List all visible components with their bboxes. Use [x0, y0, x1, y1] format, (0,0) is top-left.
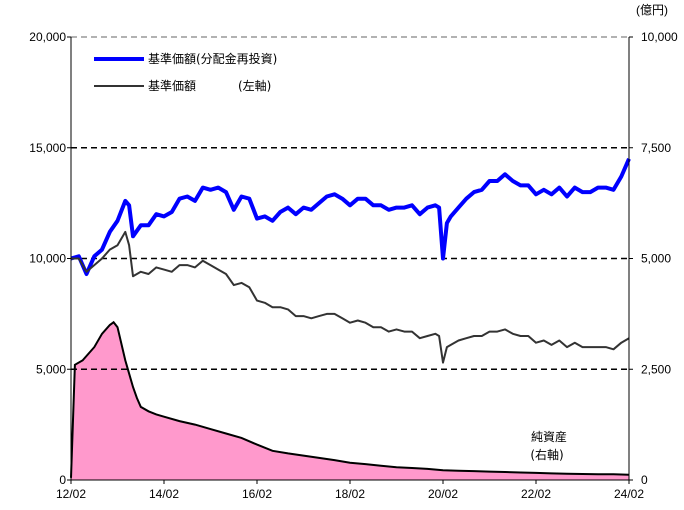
- nav-line: [71, 230, 630, 364]
- x-tick-label: 20/02: [428, 487, 458, 501]
- y-left-tick-label: 20,000: [29, 30, 66, 44]
- y-left-tick-label: 5,000: [36, 362, 66, 376]
- right-axis-unit-label: (億円): [636, 3, 668, 17]
- net-assets-label: 純資産: [531, 429, 567, 444]
- x-tick-label: 12/02: [56, 487, 86, 501]
- x-tick-label: 16/02: [242, 487, 272, 501]
- x-tick-label: 18/02: [335, 487, 365, 501]
- net-assets-axis-label: (右軸): [530, 447, 563, 462]
- line-layer: [70, 158, 631, 364]
- axis-layer: 0 5,000 10,000 15,000 20,000 0 2,500 5,000 7,500…: [29, 30, 678, 501]
- y-left-tick-label: 10,000: [29, 252, 66, 266]
- net-assets-area-layer: [70, 320, 630, 480]
- y-left-tick-label: 0: [59, 473, 66, 487]
- net-assets-area: [71, 322, 629, 480]
- x-tick-label: 14/02: [149, 487, 179, 501]
- x-tick-label: 22/02: [521, 487, 551, 501]
- y-right-tick-label: 0: [641, 473, 648, 487]
- legend-label-nav-reinvested: 基準価額(分配金再投資): [148, 51, 277, 66]
- net-assets-outline: [70, 320, 630, 478]
- y-right-tick-label: 2,500: [641, 362, 671, 376]
- y-right-tick-label: 10,000: [641, 30, 678, 44]
- x-tick-label: 24/02: [614, 487, 644, 501]
- grid-layer: [71, 36, 629, 370]
- nav-reinvested-line: [70, 158, 631, 276]
- legend-axis-label: (左軸): [238, 78, 271, 93]
- y-left-tick-label: 15,000: [29, 141, 66, 155]
- legend: 基準価額(分配金再投資) 基準価額 (左軸): [94, 51, 277, 93]
- y-right-tick-label: 7,500: [641, 141, 671, 155]
- y-right-tick-label: 5,000: [641, 252, 671, 266]
- legend-label-nav: 基準価額: [148, 78, 196, 93]
